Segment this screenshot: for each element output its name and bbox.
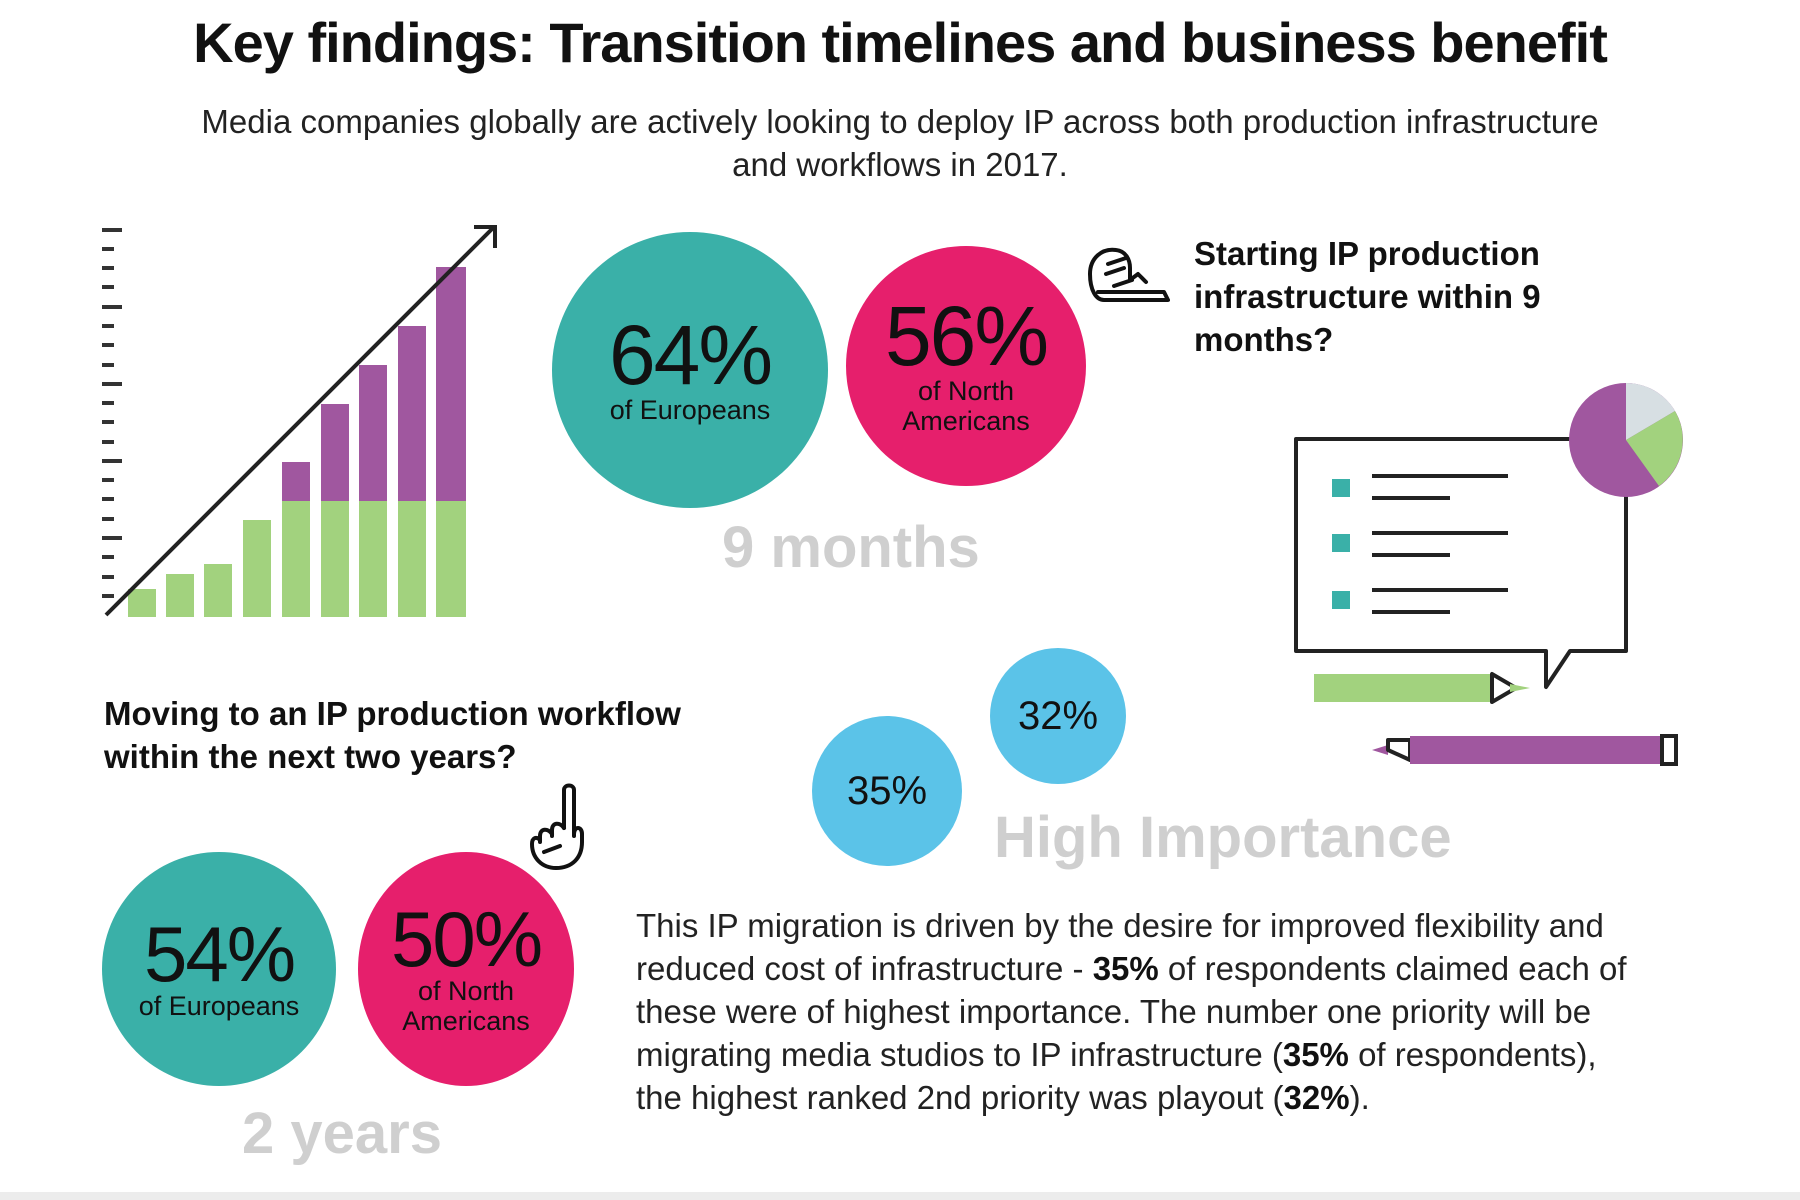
- importance-35-circle: 35%: [812, 716, 962, 866]
- body-text-bold: 35%: [1092, 950, 1159, 987]
- body-text-part: of respondents), the highest ranked 2nd …: [636, 1036, 1597, 1116]
- pointing-hand-icon: [530, 783, 584, 870]
- north-america-2-years-value: 50%: [390, 895, 543, 983]
- pie-chart-icon: [1569, 383, 1683, 497]
- checklist-lines: [1372, 474, 1508, 614]
- europe-2-years-label: of Europeans: [138, 991, 300, 1021]
- europe-2-years-circle: 54% of Europeans: [102, 852, 336, 1086]
- europe-2-years-value: 54%: [143, 910, 296, 998]
- pencil-icon: [1314, 672, 1530, 704]
- north-america-2-years-circle: 50% of North Americans: [358, 852, 574, 1086]
- checklist-bullets: [1332, 479, 1350, 609]
- green-bars: [128, 501, 466, 617]
- axis-ticks: [102, 228, 122, 598]
- hand-icon: [1088, 247, 1170, 302]
- bar-chart-growth-icon: [102, 225, 497, 617]
- page-subtitle: Media companies globally are actively lo…: [201, 103, 1599, 183]
- north-america-9-months-value: 56%: [884, 289, 1049, 383]
- pencil-icon: [1372, 734, 1678, 766]
- body-paragraph: This IP migration is driven by the desir…: [636, 904, 1636, 1119]
- body-text-bold: 32%: [1283, 1079, 1350, 1116]
- importance-32-circle: 32%: [990, 648, 1126, 784]
- page-title: Key findings: Transition timelines and b…: [193, 11, 1608, 74]
- importance-35-value: 35%: [846, 768, 928, 813]
- importance-32-value: 32%: [1017, 693, 1099, 738]
- north-america-9-months-label: of North Americans: [902, 376, 1030, 436]
- body-text-part: of respondents claimed each of these wer…: [636, 950, 1627, 1073]
- nine-months-question: Starting IP production infrastructure wi…: [1194, 235, 1541, 358]
- high-importance-label: High Importance: [994, 805, 1452, 870]
- body-text-part: This IP migration is driven by the desir…: [636, 907, 1604, 987]
- footer-divider: [0, 1192, 1800, 1200]
- growth-arrow: [104, 225, 497, 617]
- europe-9-months-circle: 64% of Europeans: [552, 232, 828, 508]
- nine-months-label: 9 months: [722, 515, 980, 580]
- north-america-9-months-circle: 56% of North Americans: [846, 246, 1086, 486]
- europe-9-months-value: 64%: [608, 308, 773, 402]
- north-america-2-years-label: of North Americans: [402, 976, 530, 1036]
- body-text-bold: 35%: [1282, 1036, 1349, 1073]
- purple-bars: [282, 267, 466, 501]
- europe-9-months-label: of Europeans: [609, 395, 771, 425]
- two-years-question: Moving to an IP production workflow with…: [104, 695, 681, 775]
- body-text-part: ).: [1349, 1079, 1370, 1116]
- two-years-label: 2 years: [242, 1101, 442, 1166]
- speech-bubble-checklist-icon: [1294, 437, 1628, 689]
